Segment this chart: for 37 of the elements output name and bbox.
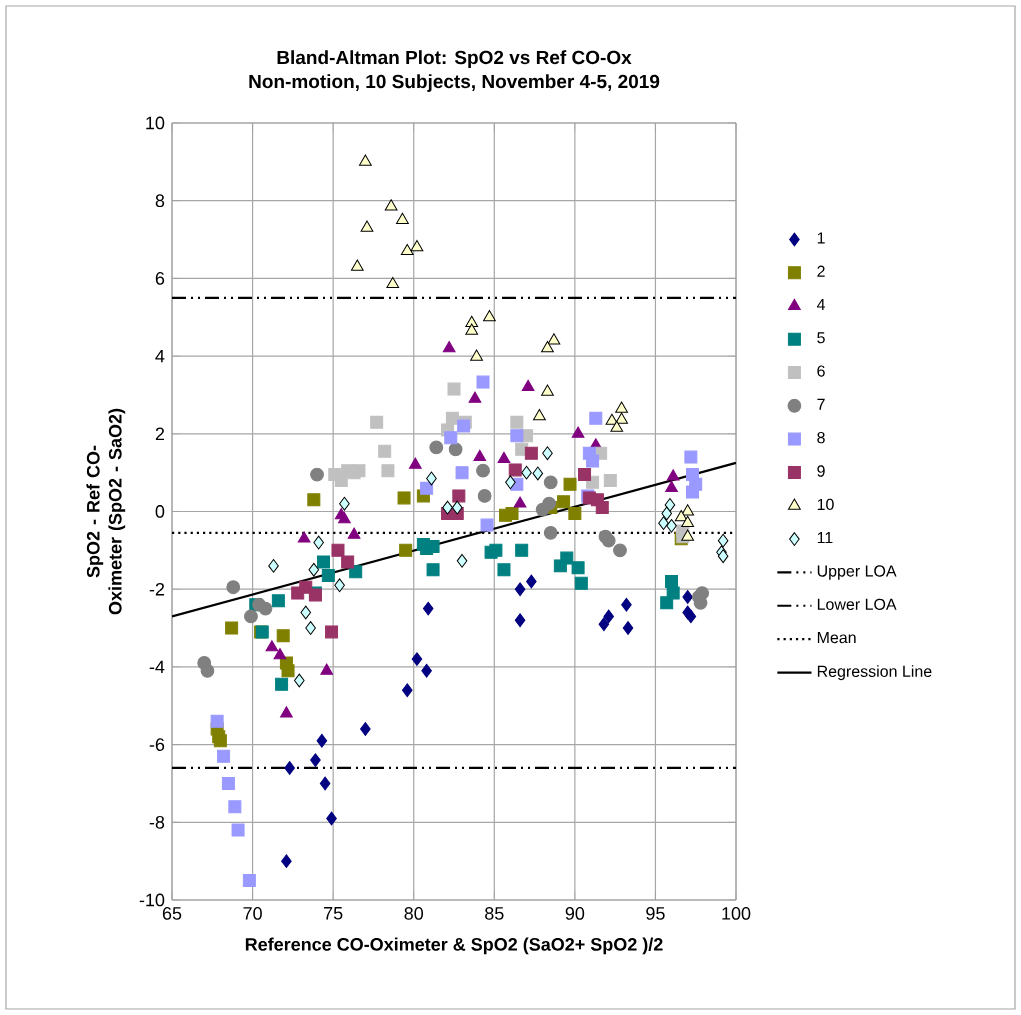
y-tick-label: 0 bbox=[155, 505, 165, 518]
x-axis-title: Reference CO-Oximeter & SpO2 (SaO2+ SpO2 )/2 bbox=[245, 937, 663, 955]
y-tick-label: -2 bbox=[149, 582, 165, 596]
x-tick-label: 100 bbox=[722, 907, 751, 920]
y-tick-label: 10 bbox=[146, 116, 165, 130]
y-tick-label: 6 bbox=[155, 272, 165, 285]
x-tick-label: 70 bbox=[243, 907, 262, 920]
y-tick-label: 4 bbox=[155, 349, 165, 363]
legend-label: 7 bbox=[817, 398, 825, 410]
legend-label: Upper LOA bbox=[817, 565, 897, 580]
legend-label: Lower LOA bbox=[817, 598, 897, 610]
y-tick-label: -4 bbox=[149, 660, 165, 674]
x-tick-label: 80 bbox=[404, 907, 424, 920]
legend-label: Mean bbox=[817, 632, 856, 644]
chart-subtitle: Non-motion, 10 Subjects, November 4-5, 2019 bbox=[249, 74, 660, 92]
y-axis-title: SpO2 - Ref CO-Oximeter (SpO2 - SaO2) bbox=[86, 408, 126, 615]
legend-label: 10 bbox=[817, 498, 834, 511]
x-tick-label: 90 bbox=[565, 907, 585, 920]
y-tick-label: -6 bbox=[149, 738, 165, 751]
legend-label: 2 bbox=[817, 265, 825, 277]
y-tick-label: 2 bbox=[155, 427, 165, 441]
x-tick-label: 95 bbox=[646, 907, 665, 920]
x-tick-label: 75 bbox=[324, 907, 343, 920]
y-tick-label: -8 bbox=[149, 815, 165, 829]
legend-label: 8 bbox=[817, 431, 825, 444]
legend-label: 5 bbox=[817, 332, 825, 344]
y-tick-label: 8 bbox=[155, 194, 165, 208]
x-tick-label: 65 bbox=[162, 907, 182, 920]
y-tick-label: -10 bbox=[139, 893, 165, 907]
x-tick-label: 85 bbox=[485, 907, 504, 920]
legend-label: Regression Line bbox=[817, 665, 932, 681]
legend-label: 9 bbox=[817, 465, 825, 477]
legend-label: 11 bbox=[817, 532, 833, 544]
legend-label: 6 bbox=[817, 365, 825, 377]
legend-label: 4 bbox=[816, 298, 826, 310]
chart-title: Bland-Altman Plot: SpO2 vs Ref CO-Ox bbox=[277, 50, 632, 68]
legend-label: 1 bbox=[817, 232, 825, 244]
